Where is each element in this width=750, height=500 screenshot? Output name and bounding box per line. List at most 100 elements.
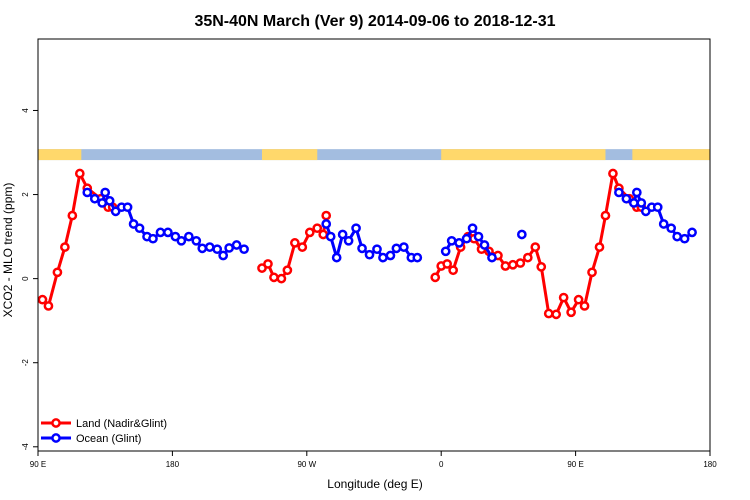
land-nadir-glint-point [263, 259, 273, 269]
ocean-glint-point [134, 223, 145, 234]
land-nadir-glint-point [448, 265, 458, 276]
legend-label-ocean-glint: Ocean (Glint) [76, 433, 141, 445]
ocean-glint-point [148, 233, 158, 244]
ocean-glint-point [231, 240, 242, 250]
ocean-glint-point [239, 244, 249, 255]
legend-marker-ocean-glint [51, 433, 61, 443]
land-nadir-glint-point [594, 242, 605, 252]
y-tick-label: 2 [21, 192, 30, 197]
plot-frame [37, 38, 711, 452]
land-nadir-glint-point [430, 272, 441, 283]
x-tick-label: 90 W [297, 460, 316, 469]
ocean-glint-point [364, 249, 375, 260]
ocean-glint-point [461, 233, 472, 244]
ocean-glint-point [357, 243, 367, 254]
ocean-glint-point [325, 231, 336, 242]
ocean-glint-point [331, 252, 342, 263]
ocean-glint-point [104, 196, 115, 206]
x-tick-label: 90 E [567, 460, 583, 469]
ocean-glint-point [467, 223, 478, 234]
ocean-glint-point [385, 250, 396, 261]
chart-title: 35N-40N March (Ver 9) 2014-09-06 to 2018… [194, 13, 555, 30]
land-nadir-glint-point [269, 272, 279, 283]
x-axis: 90 E 180 90 W 0 90 E 180 [30, 451, 717, 469]
land-nadir-glint-point [312, 223, 323, 234]
land-nadir-glint-point [566, 307, 576, 318]
ocean-glint-point [97, 198, 108, 208]
ocean-glint-point [337, 229, 348, 240]
ocean-glint-point [163, 227, 173, 238]
x-axis-label: Longitude (deg E) [327, 477, 422, 491]
ocean-glint-point [666, 223, 677, 234]
land-nadir-glint-point [276, 273, 287, 284]
land-nadir-glint-point [290, 238, 300, 248]
x-tick-label: 90 E [30, 460, 46, 469]
ocean-glint-point [652, 202, 663, 213]
land-nadir-glint-point [600, 210, 611, 221]
x-tick-label: 0 [439, 460, 444, 469]
land-nadir-glint-point [74, 168, 85, 179]
land-nadir-glint-point [558, 292, 569, 303]
ocean-glint-point [343, 235, 354, 246]
land-nadir-glint-point [543, 308, 554, 319]
ocean-glint-point [204, 242, 215, 252]
ocean-glint-point [614, 187, 624, 198]
ocean-glint-point [321, 219, 332, 229]
ocean-glint-point [687, 227, 697, 238]
ocean-glint-point [122, 202, 133, 213]
land-nadir-glint-point [579, 301, 590, 311]
land-nadir-glint-point [500, 261, 511, 271]
ocean-glint-point [440, 246, 451, 257]
ocean-glint-point [454, 238, 464, 248]
ocean-glint-point [479, 240, 490, 250]
land-nadir-glint-point [442, 259, 453, 269]
land-nadir-glint-point [297, 242, 308, 252]
ocean-glint-point [197, 243, 208, 254]
ocean-glint-point [176, 235, 187, 246]
land-nadir-glint-point [52, 267, 63, 278]
land-nadir-glint-point [536, 262, 547, 272]
ocean-glint-point [516, 229, 527, 240]
land-nadir-glint-point [551, 309, 562, 320]
land-nadir-glint-point [321, 210, 332, 221]
land-band [441, 149, 606, 161]
land-nadir-glint-point [530, 242, 541, 252]
ocean-glint-point [399, 242, 409, 252]
ocean-glint-point [679, 233, 690, 244]
land-nadir-glint-point [43, 301, 54, 311]
ocean-glint-point [628, 198, 639, 208]
land-nadir-glint-point [318, 229, 329, 240]
x-tick-label: 180 [166, 460, 180, 469]
land-nadir-glint-point [608, 168, 618, 179]
ocean-glint-point [82, 187, 93, 198]
ocean-glint-point [89, 193, 100, 204]
land-nadir-glint-point [67, 210, 78, 221]
ocean-glint-point [191, 235, 202, 246]
x-tick-label: 180 [703, 460, 717, 469]
land-nadir-glint-point [60, 242, 70, 252]
ocean-glint-point [100, 187, 111, 198]
y-axis: -4 -2 0 2 4 [21, 108, 38, 450]
ocean-glint-point [473, 231, 484, 242]
y-axis-label: XCO2 - MLO trend (ppm) [1, 183, 15, 318]
series-lines [37, 168, 697, 320]
land-nadir-glint-point [587, 267, 597, 278]
land-nadir-glint-point [522, 252, 533, 263]
ocean-glint-point [636, 198, 647, 208]
land-nadir-glint-point [573, 294, 584, 305]
ocean-glint-point [658, 219, 669, 229]
y-tick-label: -2 [21, 359, 30, 367]
ocean-glint-point [631, 187, 642, 198]
ocean-glint-point [487, 252, 497, 263]
ocean-glint-point [224, 243, 234, 253]
ocean-glint-point [212, 244, 223, 255]
ocean-glint-point [672, 231, 682, 242]
ocean-glint-point [378, 252, 388, 263]
legend-marker-land-nadir-glint [51, 418, 61, 428]
land-ocean-band [38, 149, 710, 161]
y-tick-label: 4 [21, 108, 30, 113]
y-tick-label: 0 [21, 276, 30, 281]
ocean-band [38, 149, 710, 161]
land-nadir-glint-point [508, 259, 518, 270]
